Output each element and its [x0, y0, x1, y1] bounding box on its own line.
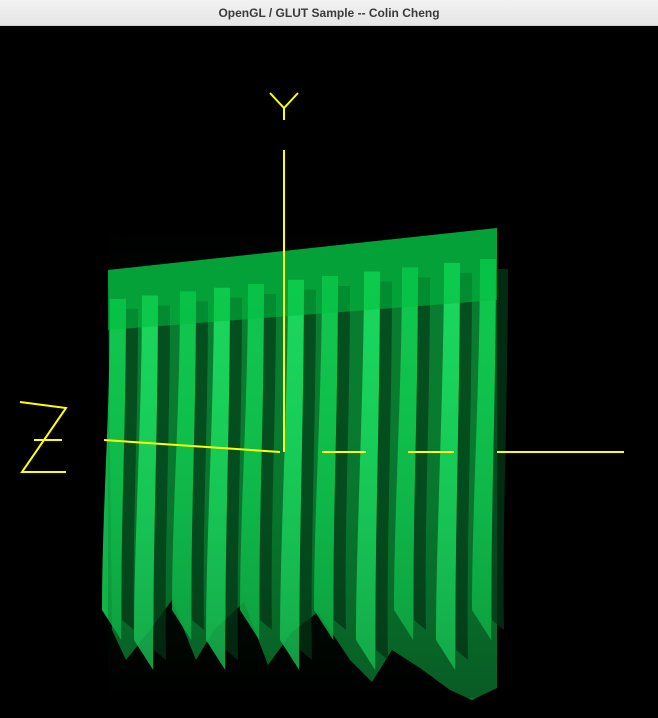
z-axis-line	[103, 439, 281, 453]
opengl-viewport[interactable]	[0, 26, 658, 718]
scene-canvas[interactable]	[0, 26, 658, 718]
curtain-surface	[102, 228, 508, 700]
z-axis-label	[19, 401, 68, 473]
window-title-bar: OpenGL / GLUT Sample -- Colin Cheng	[0, 0, 658, 26]
axes-group	[19, 92, 624, 473]
y-axis-label	[269, 92, 299, 120]
window-title: OpenGL / GLUT Sample -- Colin Cheng	[218, 5, 440, 20]
